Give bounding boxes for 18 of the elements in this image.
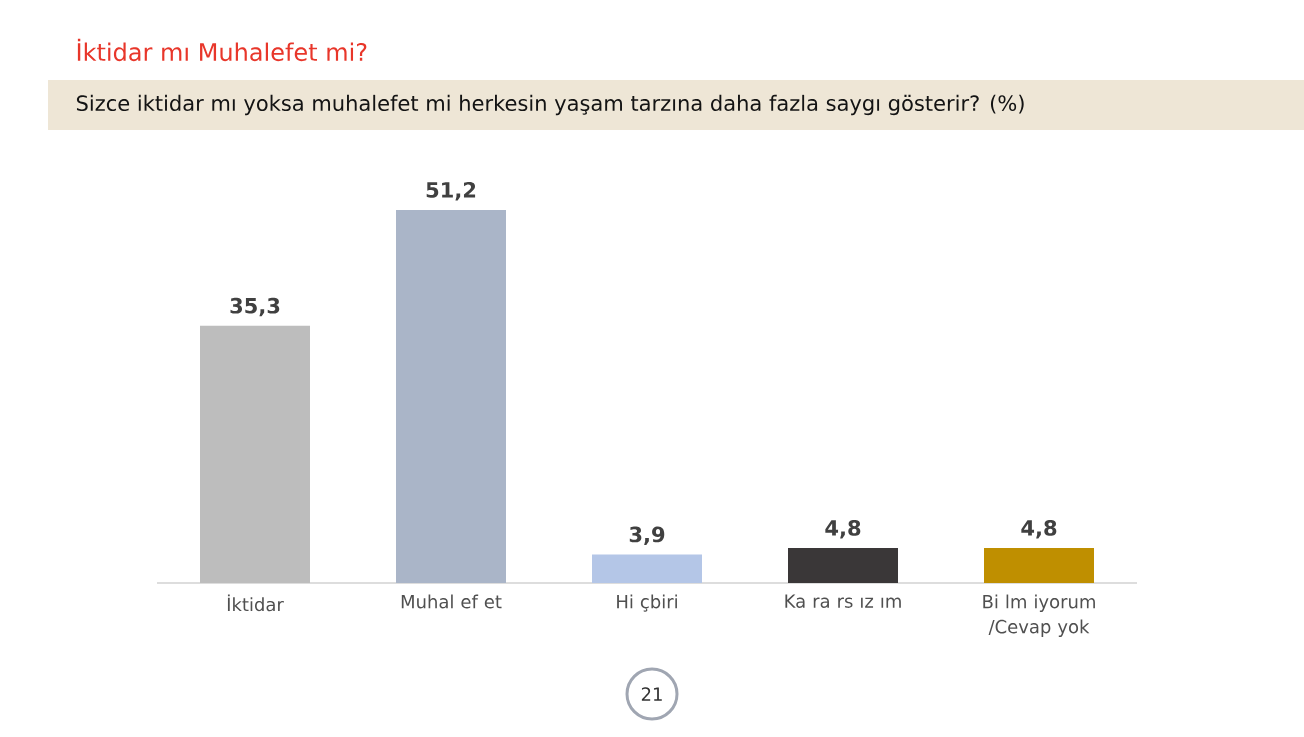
data-label: 3,9	[629, 526, 665, 546]
chart-subtitle: Sizce iktidar mı yoksa muhalefet mi herkesin yaşam tarzına daha fazla saygı gösterir? (%)	[76, 94, 1024, 116]
data-label: 35,3	[230, 297, 280, 317]
bar	[396, 209, 506, 583]
x-tick-label: Hi çbiri	[617, 594, 677, 612]
bar	[788, 548, 899, 583]
text: 21	[641, 687, 662, 701]
bar	[984, 548, 1095, 583]
x-tick-label: Ka ra rs ız ım	[785, 594, 901, 608]
bar	[200, 325, 310, 583]
x-tick-label: İktidar	[227, 594, 284, 612]
data-label: 4,8	[825, 519, 861, 539]
data-label: 51,2	[426, 181, 476, 201]
x-tick-label: Bi lm iyorum /Cevap yok	[983, 594, 1095, 637]
data-label: 4,8	[1021, 519, 1057, 539]
chart-title: İktidar mı Muhalefet mi?	[77, 38, 367, 62]
x-tick-label: Muhal ef et	[401, 594, 502, 609]
bar	[592, 554, 702, 583]
